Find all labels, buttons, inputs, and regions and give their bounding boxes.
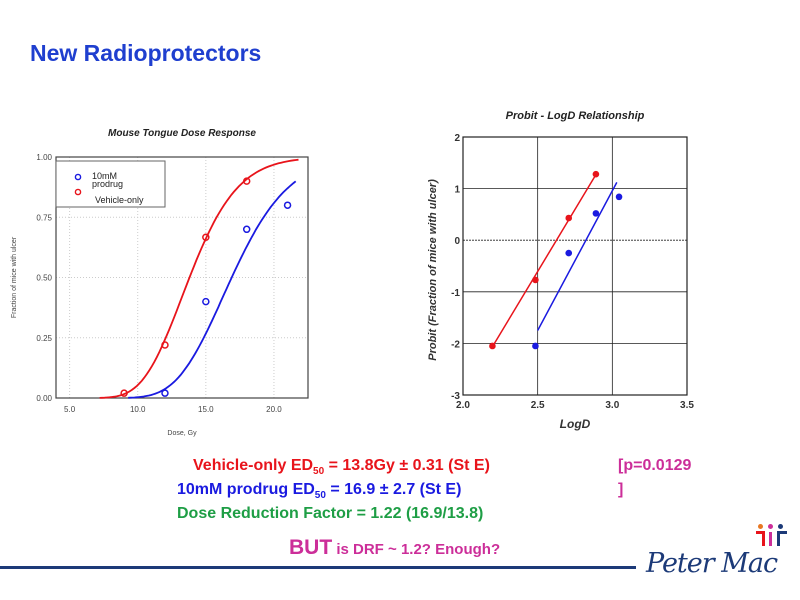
vehicle-ed50-text: Vehicle-only ED50 = 13.8Gy ± 0.31 (St E) xyxy=(193,457,490,477)
chart1-data-point xyxy=(120,389,128,397)
chart2-ylabel: Probit (Fraction of mice with ulcer) xyxy=(427,179,439,361)
chart1-legend-marker-prodrug xyxy=(74,173,82,181)
question-rest: is DRF ~ 1.2? Enough? xyxy=(332,541,501,558)
chart2-fit-line-1 xyxy=(537,182,618,331)
chart2-ytick-label: -1 xyxy=(451,288,460,299)
chart2-data-point xyxy=(565,214,573,222)
prodrug-ed50-label: 10mM prodrug ED xyxy=(177,481,315,498)
vehicle-ed50-value: = 13.8Gy ± 0.31 (St E) xyxy=(324,457,490,474)
chart1-data-point xyxy=(242,225,251,234)
chart2-fit-line-0 xyxy=(492,174,597,347)
chart1-ylabel: Fraction of mice with ulcer xyxy=(11,236,18,318)
prodrug-ed50-sub: 50 xyxy=(314,490,326,502)
question-text: BUT is DRF ~ 1.2? Enough? xyxy=(289,536,500,560)
chart1-legend-label-prodrug-2: prodrug xyxy=(92,179,123,189)
chart1-xlabel: Dose, Gy xyxy=(167,430,197,437)
chart1-ytick-label: 0.00 xyxy=(36,394,52,403)
chart2-plot-frame xyxy=(462,136,688,396)
prodrug-ed50-text: 10mM prodrug ED50 = 16.9 ± 2.7 (St E) xyxy=(177,481,461,501)
vehicle-ed50-label: Vehicle-only ED xyxy=(193,457,314,474)
chart2-data-point xyxy=(532,342,539,350)
chart2-ytick-label: -2 xyxy=(451,339,460,350)
chart1-legend-label-vehicle: Vehicle-only xyxy=(95,195,144,205)
chart2-title: Probit - LogD Relationship xyxy=(506,110,645,122)
chart1-ytick-label: 0.50 xyxy=(36,274,52,283)
vehicle-ed50-sub: 50 xyxy=(313,466,325,478)
chart1-data-point xyxy=(202,297,210,306)
chart2-data-point xyxy=(565,249,573,257)
chart2-xlabel: LogD xyxy=(560,417,591,431)
chart1-ytick-label: 1.00 xyxy=(36,153,52,162)
chart2-data-point xyxy=(592,210,600,217)
chart2-xtick-label: 3.0 xyxy=(605,400,619,411)
chart1-legend-label-prodrug-1: 10mM xyxy=(92,171,117,181)
chart2-xtick-label: 2.0 xyxy=(456,400,470,411)
logo-figures-icon xyxy=(754,524,794,548)
chart1-ytick-label: 0.25 xyxy=(36,334,52,343)
chart2-xtick-label: 3.5 xyxy=(680,400,694,411)
chart1-plot-frame xyxy=(55,156,309,399)
chart1-xtick-label: 15.0 xyxy=(198,405,214,414)
chart2-ytick-label: 0 xyxy=(454,236,460,247)
chart1-fit-curve-1 xyxy=(99,158,299,399)
chart1-data-point xyxy=(283,201,292,209)
chart1-data-point xyxy=(242,177,251,185)
chart1-ytick-label: 0.75 xyxy=(36,213,52,222)
chart2-ytick-label: 2 xyxy=(454,133,460,144)
chart1-legend xyxy=(55,160,166,208)
chart1-legend-marker-vehicle xyxy=(74,188,82,196)
chart2-data-point xyxy=(592,170,600,178)
chart1-fit-curve-0 xyxy=(128,180,297,399)
chart1-xtick-label: 10.0 xyxy=(130,405,146,414)
prodrug-ed50-value: = 16.9 ± 2.7 (St E) xyxy=(325,481,462,498)
footer-rule xyxy=(0,566,636,569)
chart2-ytick-label: 1 xyxy=(454,185,460,196)
peter-mac-logo: Peter Mac xyxy=(646,548,778,579)
chart1-data-point xyxy=(202,233,210,242)
chart2-data-point xyxy=(532,276,539,284)
chart1-data-point xyxy=(161,341,169,349)
drf-text: Dose Reduction Factor = 1.22 (16.9/13.8) xyxy=(177,505,484,522)
chart1-data-point xyxy=(161,389,169,397)
question-bold: BUT xyxy=(289,536,333,559)
slide-title: New Radioprotectors xyxy=(30,40,262,66)
chart2-data-point xyxy=(489,342,496,350)
chart2-ytick-label: -3 xyxy=(451,391,460,402)
chart2-xtick-label: 2.5 xyxy=(531,400,545,411)
chart1-xtick-label: 5.0 xyxy=(64,405,76,414)
chart1-title: Mouse Tongue Dose Response xyxy=(108,128,256,139)
chart1-xtick-label: 20.0 xyxy=(266,405,282,414)
pvalue-line1: [p=0.0129 xyxy=(618,457,692,474)
chart2-data-point xyxy=(615,193,623,201)
pvalue-line2: ] xyxy=(618,481,624,498)
